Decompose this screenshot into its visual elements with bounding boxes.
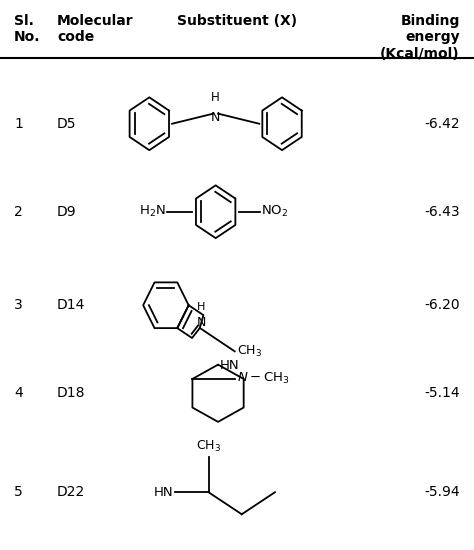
Text: energy: energy <box>405 30 460 44</box>
Text: 4: 4 <box>14 386 23 400</box>
Text: $\mathregular{CH_3}$: $\mathregular{CH_3}$ <box>237 344 262 359</box>
Text: Molecular: Molecular <box>57 14 134 28</box>
Text: $\mathregular{H_2N}$: $\mathregular{H_2N}$ <box>139 204 166 219</box>
Text: N: N <box>211 112 220 124</box>
Text: HN: HN <box>220 359 240 372</box>
Text: 1: 1 <box>14 117 23 131</box>
Text: -6.20: -6.20 <box>424 298 460 312</box>
Text: Binding: Binding <box>401 14 460 28</box>
Text: 2: 2 <box>14 205 23 219</box>
Text: H: H <box>211 91 220 104</box>
Text: $N-\mathregular{CH_3}$: $N-\mathregular{CH_3}$ <box>237 371 289 387</box>
Text: -5.14: -5.14 <box>424 386 460 400</box>
Text: D14: D14 <box>57 298 85 312</box>
Text: $\mathregular{NO_2}$: $\mathregular{NO_2}$ <box>261 204 288 219</box>
Text: -5.94: -5.94 <box>424 485 460 499</box>
Text: -6.42: -6.42 <box>424 117 460 131</box>
Text: (Kcal/mol): (Kcal/mol) <box>380 47 460 60</box>
Text: H: H <box>197 302 205 312</box>
Text: No.: No. <box>14 30 41 44</box>
Text: -6.43: -6.43 <box>424 205 460 219</box>
Text: Sl.: Sl. <box>14 14 34 28</box>
Text: $\mathregular{CH_3}$: $\mathregular{CH_3}$ <box>196 439 221 454</box>
Text: 5: 5 <box>14 485 23 499</box>
Text: HN: HN <box>154 486 173 499</box>
Text: D9: D9 <box>57 205 76 219</box>
Text: 3: 3 <box>14 298 23 312</box>
Text: N: N <box>196 316 206 329</box>
Text: code: code <box>57 30 94 44</box>
Text: D5: D5 <box>57 117 76 131</box>
Text: D18: D18 <box>57 386 85 400</box>
Text: D22: D22 <box>57 485 85 499</box>
Text: Substituent (X): Substituent (X) <box>177 14 297 28</box>
